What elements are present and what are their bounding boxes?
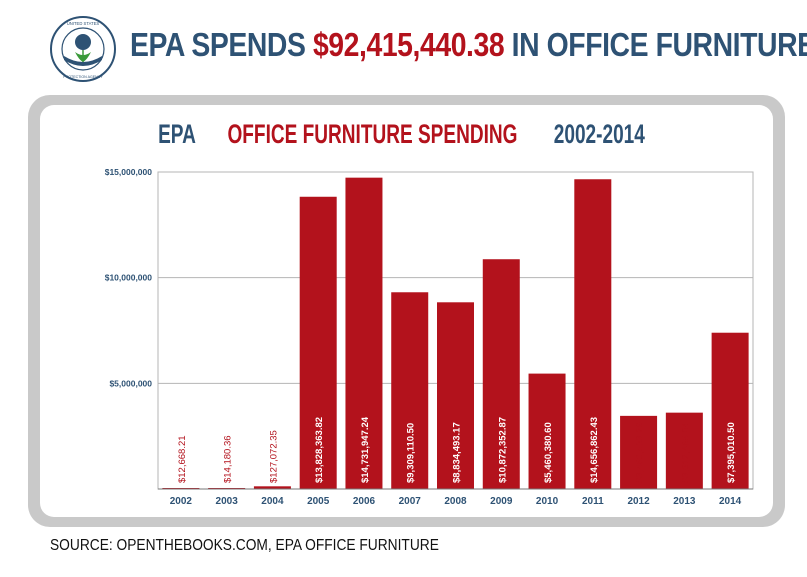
bar <box>665 412 703 489</box>
chart-title-part-3: 2002-2014 <box>553 119 645 149</box>
svg-text:UNITED STATES: UNITED STATES <box>67 21 100 26</box>
chart-title: EPA OFFICE FURNITURE SPENDING 2002-2014 <box>0 119 807 150</box>
svg-text:PROTECTION AGENCY: PROTECTION AGENCY <box>63 75 103 79</box>
x-tick-label: 2010 <box>536 496 559 507</box>
bar-value-label: $3,460,533.29 <box>635 422 646 483</box>
x-tick-label: 2002 <box>170 496 193 507</box>
x-tick-label: 2013 <box>673 496 696 507</box>
bar-value-label: $14,656,862.43 <box>589 417 600 483</box>
source-note: SOURCE: OPENTHEBOOKS.COM, EPA OFFICE FUR… <box>50 537 439 554</box>
bar <box>711 332 749 489</box>
bar <box>299 196 337 490</box>
bar <box>391 292 429 489</box>
x-tick-label: 2009 <box>490 496 513 507</box>
bar <box>253 486 291 489</box>
bar <box>528 373 566 489</box>
y-tick-label: $5,000,000 <box>109 378 152 388</box>
bar-value-label: $13,828,363.82 <box>314 417 325 483</box>
x-tick-label: 2012 <box>627 496 650 507</box>
x-tick-label: 2003 <box>216 496 239 507</box>
bar-value-label: $14,180.36 <box>223 435 234 483</box>
bar <box>620 415 658 489</box>
headline-amount: $92,415,440.38 <box>312 26 505 63</box>
x-tick-label: 2005 <box>307 496 330 507</box>
chart-title-part-2: OFFICE FURNITURE SPENDING <box>226 119 517 149</box>
bar-value-label: $7,395,010.50 <box>726 422 737 483</box>
bar <box>437 302 474 489</box>
x-tick-label: 2014 <box>719 496 742 507</box>
bar <box>574 179 612 489</box>
bar-value-label: $12,668.21 <box>177 435 188 483</box>
bar-value-label: $3,612,465.04 <box>680 422 691 483</box>
page-headline: EPA SPENDS $92,415,440.38 IN OFFICE FURN… <box>130 26 807 64</box>
bar-value-label: $8,834,493.17 <box>452 422 463 483</box>
headline-suffix: IN OFFICE FURNITURE <box>504 26 807 63</box>
bar-value-label: $14,731,947.24 <box>360 416 371 483</box>
x-tick-label: 2008 <box>444 496 467 507</box>
y-tick-label: $15,000,000 <box>105 167 153 177</box>
x-tick-label: 2006 <box>353 496 376 507</box>
chart-title-part-1: EPA <box>157 119 196 149</box>
x-tick-label: 2007 <box>399 496 422 507</box>
bar-value-label: $5,460,380.60 <box>543 422 554 483</box>
bar-value-label: $9,309,110.50 <box>406 423 417 483</box>
y-tick-label: $10,000,000 <box>105 273 153 283</box>
epa-seal-logo: UNITED STATES PROTECTION AGENCY <box>50 16 116 82</box>
bar-value-label: $127,072.35 <box>268 430 279 483</box>
x-tick-label: 2011 <box>582 496 604 507</box>
bar-value-label: $10,872,352.87 <box>497 417 508 483</box>
page-header: UNITED STATES PROTECTION AGENCY EPA SPEN… <box>0 0 807 95</box>
bar <box>482 259 520 489</box>
headline-prefix: EPA SPENDS <box>130 26 313 63</box>
x-tick-label: 2004 <box>261 496 284 507</box>
bar <box>345 177 383 489</box>
